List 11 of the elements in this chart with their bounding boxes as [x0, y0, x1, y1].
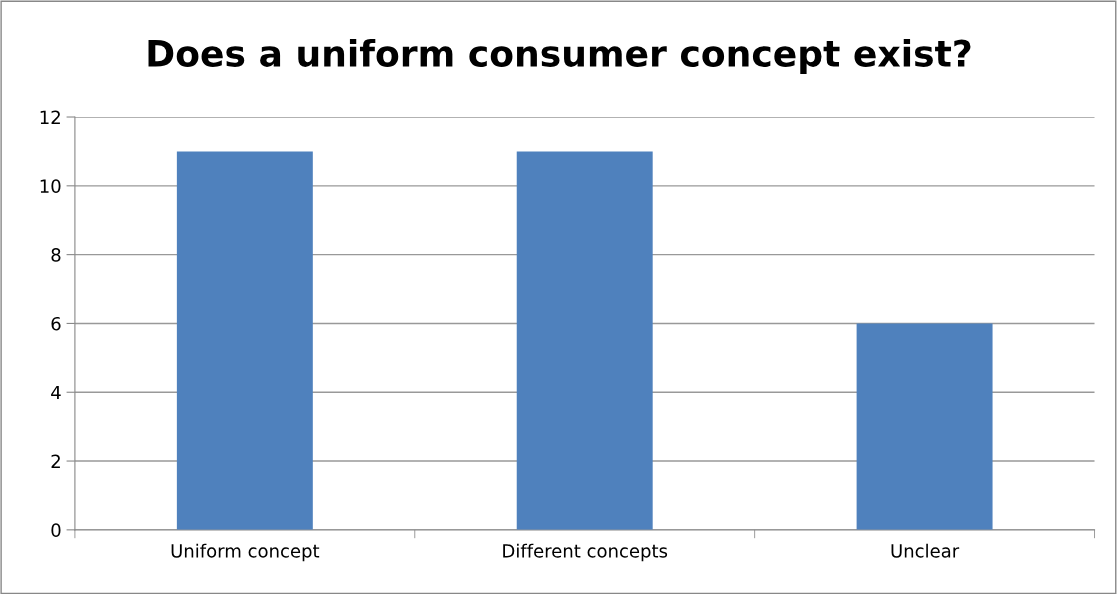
y-tick-label: 10: [40, 179, 61, 193]
y-tick-label: 4: [51, 385, 61, 400]
x-tick-label: Uniform concept: [171, 543, 320, 562]
y-tick-label: 2: [51, 454, 60, 468]
y-tick-label: 8: [51, 248, 61, 262]
y-tick-label: 6: [51, 316, 61, 331]
y-tick-label: 0: [51, 523, 61, 537]
y-tick-label: 12: [40, 110, 60, 124]
x-tick-label: Different concepts: [503, 543, 668, 562]
chart-title: Does a uniform consumer concept exist?: [148, 38, 971, 74]
x-tick-label: Unclear: [891, 543, 960, 558]
